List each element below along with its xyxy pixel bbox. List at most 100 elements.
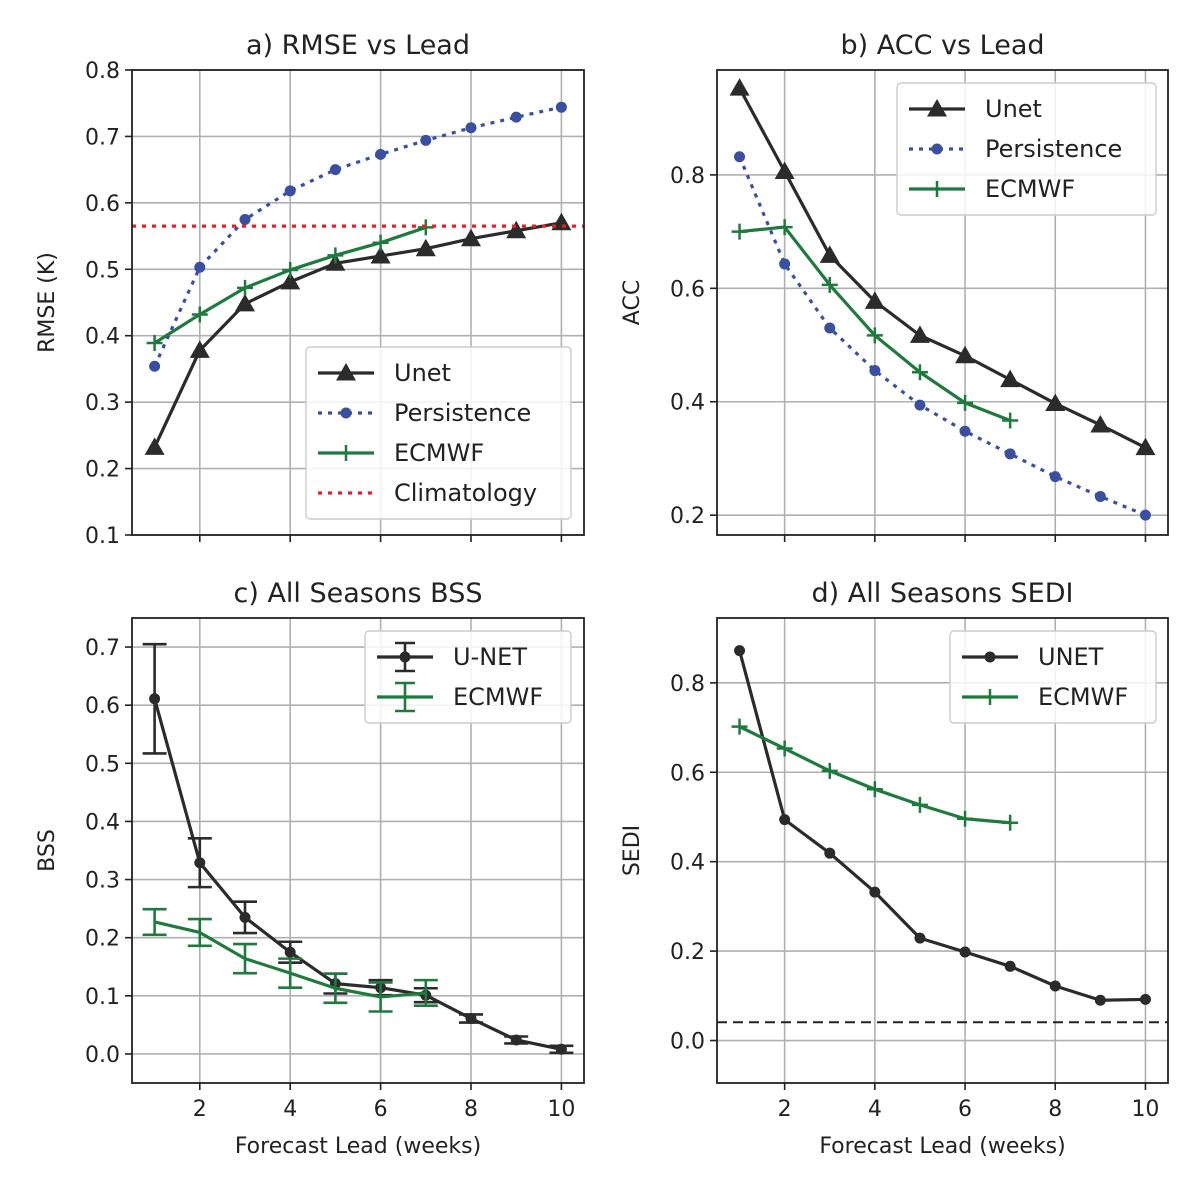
- y-axis-label: BSS: [35, 829, 60, 872]
- x-tick-label: 4: [283, 1097, 297, 1122]
- data-point: [461, 228, 481, 247]
- legend-label: ECMWF: [1038, 683, 1128, 711]
- x-tick-label: 4: [868, 1097, 882, 1122]
- data-point: [909, 325, 930, 343]
- y-tick-label: 0.7: [85, 636, 120, 661]
- series-unet: [729, 78, 1156, 456]
- data-point: [866, 327, 883, 344]
- y-tick-label: 0.5: [85, 258, 120, 283]
- y-tick-label: 0.2: [670, 504, 705, 529]
- legend-frame: [305, 346, 572, 520]
- y-tick-label: 0.7: [85, 125, 120, 150]
- axes-frame: [716, 617, 1169, 1084]
- data-point: [555, 101, 567, 113]
- data-point: [1049, 471, 1061, 483]
- y-tick-label: 0.1: [85, 985, 120, 1010]
- chart-title: d) All Seasons SEDI: [812, 578, 1074, 609]
- data-point: [864, 291, 885, 309]
- legend-label: UNET: [1038, 643, 1104, 671]
- data-point: [911, 364, 928, 381]
- data-point: [191, 306, 208, 323]
- legend-label: ECMWF: [453, 683, 543, 711]
- data-point: [280, 271, 301, 290]
- data-point: [510, 1034, 522, 1046]
- panel-b: 0.2 0.4 0.6 0.8 b) ACC vs Lead ACC Unet Persist…: [620, 30, 1169, 542]
- series-ecmwf: [731, 219, 1019, 429]
- data-point: [779, 258, 791, 270]
- data-point: [1094, 994, 1106, 1006]
- data-point: [1139, 993, 1151, 1005]
- series-persistence: [734, 151, 1151, 521]
- data-point: [465, 122, 477, 134]
- data-point: [506, 220, 527, 239]
- panel-c: 2 4 6 8 10 0.0 0.1 0.2 0.3 0.4 0.5 0.6 0.7 c) All Sea…: [35, 578, 585, 1159]
- data-point: [235, 293, 255, 312]
- data-point: [731, 718, 748, 735]
- legend-label: Persistence: [394, 399, 531, 427]
- data-point: [959, 946, 971, 958]
- data-point: [1002, 814, 1019, 831]
- data-point: [420, 134, 432, 146]
- y-tick-label: 0.5: [85, 752, 120, 777]
- data-point: [284, 185, 296, 197]
- y-tick-label: 0.4: [85, 810, 120, 835]
- series-line: [153, 105, 562, 367]
- data-point: [821, 762, 838, 779]
- legend-label: U-NET: [453, 643, 527, 671]
- axes-frame: [131, 617, 585, 1084]
- x-tick-label: 2: [778, 1097, 792, 1122]
- y-tick-label: 0.8: [85, 59, 120, 84]
- panel-a: 0.1 0.2 0.3 0.4 0.5 0.6 0.7 0.8 a) RMSE vs Lead R…: [35, 30, 585, 549]
- data-point: [776, 740, 793, 757]
- data-point: [510, 111, 522, 123]
- y-tick-label: 0.6: [670, 761, 705, 786]
- legend-marker: [399, 651, 411, 663]
- y-tick-label: 0.0: [670, 1030, 705, 1055]
- chart-title: c) All Seasons BSS: [234, 578, 483, 609]
- data-point: [149, 693, 161, 705]
- data-point: [869, 365, 881, 377]
- chart-title: a) RMSE vs Lead: [246, 30, 470, 61]
- y-tick-label: 0.3: [85, 869, 120, 894]
- data-point: [1004, 448, 1016, 460]
- legend-marker: [982, 689, 998, 705]
- data-point: [551, 212, 572, 231]
- y-tick-label: 0.8: [670, 164, 705, 189]
- data-point: [465, 1012, 477, 1024]
- legend-label: Climatology: [394, 479, 537, 507]
- data-point: [957, 394, 974, 411]
- data-point: [821, 276, 838, 293]
- data-point: [1135, 437, 1156, 456]
- legend: UNET ECMWF: [949, 630, 1157, 724]
- x-tick-label: 8: [1048, 1097, 1062, 1122]
- y-tick-label: 0.6: [85, 192, 120, 217]
- legend-label: ECMWF: [394, 439, 484, 467]
- y-tick-label: 0.3: [85, 391, 120, 416]
- data-point: [1094, 490, 1106, 502]
- y-axis-label: SEDI: [620, 825, 645, 876]
- legend: Unet Persistence ECMWF Climatology: [305, 346, 572, 520]
- data-point: [869, 886, 881, 898]
- series-unet: [734, 645, 1151, 1006]
- legend-marker: [931, 143, 943, 155]
- data-point: [555, 1043, 567, 1055]
- legend-marker: [338, 445, 354, 461]
- data-point: [144, 437, 165, 455]
- data-point: [372, 234, 389, 251]
- legend: Unet Persistence ECMWF: [896, 82, 1157, 216]
- legend-label: Persistence: [985, 135, 1122, 163]
- y-tick-label: 0.2: [670, 940, 705, 965]
- panel-d: 2 4 6 8 10 0.0 0.2 0.4 0.6 0.8 d) All Seasons SEDI…: [620, 578, 1169, 1159]
- legend-marker: [340, 407, 352, 419]
- y-axis-label: ACC: [620, 280, 645, 325]
- data-point: [1049, 980, 1061, 992]
- data-point: [375, 148, 387, 160]
- series-ecmwf: [731, 718, 1019, 831]
- x-tick-label: 10: [547, 1097, 575, 1122]
- axes-frame: [131, 69, 585, 536]
- data-point: [824, 847, 836, 859]
- x-axis-label: Forecast Lead (weeks): [819, 1134, 1065, 1159]
- data-point: [1004, 960, 1016, 972]
- series-line: [738, 156, 1147, 517]
